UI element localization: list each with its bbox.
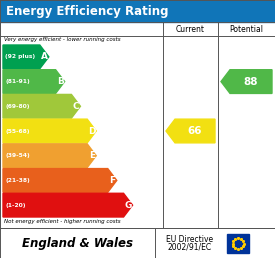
Polygon shape — [3, 193, 133, 217]
Bar — [0, 0, 275, 22]
Text: (81-91): (81-91) — [5, 79, 30, 84]
Text: Energy Efficiency Rating: Energy Efficiency Rating — [6, 4, 169, 18]
Bar — [0, 22, 275, 228]
Polygon shape — [3, 168, 117, 192]
Polygon shape — [3, 94, 80, 118]
Text: G: G — [124, 201, 132, 210]
Text: (69-80): (69-80) — [5, 104, 29, 109]
Text: 88: 88 — [244, 77, 258, 87]
Polygon shape — [3, 70, 65, 93]
Polygon shape — [3, 45, 49, 69]
Text: 2002/91/EC: 2002/91/EC — [168, 243, 212, 252]
Bar — [0, 228, 275, 258]
Polygon shape — [221, 70, 272, 93]
Text: E: E — [89, 151, 95, 160]
Text: EU Directive: EU Directive — [166, 236, 214, 245]
Bar — [227, 234, 249, 253]
Text: England & Wales: England & Wales — [22, 237, 133, 249]
Text: Not energy efficient - higher running costs: Not energy efficient - higher running co… — [4, 219, 121, 224]
Text: A: A — [41, 52, 48, 61]
Text: C: C — [73, 102, 79, 111]
Text: B: B — [57, 77, 64, 86]
Text: D: D — [88, 126, 95, 135]
Text: F: F — [109, 176, 115, 185]
Text: (55-68): (55-68) — [5, 128, 29, 133]
Text: Potential: Potential — [230, 25, 263, 34]
Text: Current: Current — [176, 25, 205, 34]
Polygon shape — [3, 144, 96, 168]
Text: 66: 66 — [188, 126, 202, 136]
Text: (21-38): (21-38) — [5, 178, 30, 183]
Text: (39-54): (39-54) — [5, 153, 30, 158]
Text: Very energy efficient - lower running costs: Very energy efficient - lower running co… — [4, 37, 121, 43]
Text: (92 plus): (92 plus) — [5, 54, 35, 59]
Polygon shape — [3, 119, 96, 143]
Text: (1-20): (1-20) — [5, 203, 26, 208]
Polygon shape — [166, 119, 215, 143]
